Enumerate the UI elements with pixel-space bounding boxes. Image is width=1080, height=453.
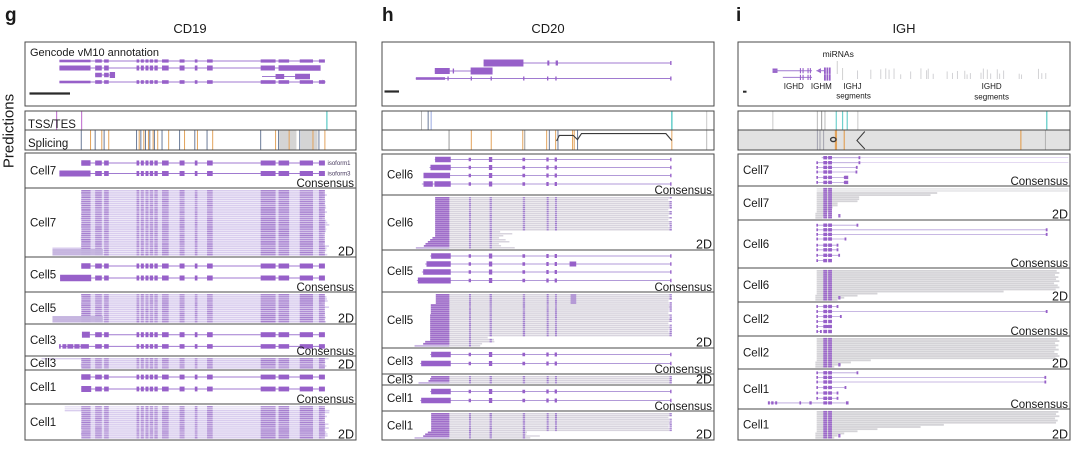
svg-text:2D: 2D xyxy=(696,373,712,387)
svg-text:Consensus: Consensus xyxy=(1010,326,1068,338)
svg-text:2D: 2D xyxy=(1052,208,1068,222)
svg-text:Cell2: Cell2 xyxy=(743,314,769,326)
svg-text:Cell1: Cell1 xyxy=(30,417,56,429)
svg-text:2D: 2D xyxy=(696,238,712,252)
svg-text:Consensus: Consensus xyxy=(1010,258,1068,270)
svg-text:Predictions: Predictions xyxy=(1,94,18,168)
svg-text:Cell1: Cell1 xyxy=(387,421,413,433)
svg-text:segments: segments xyxy=(836,92,871,101)
svg-text:2D: 2D xyxy=(1052,428,1068,442)
svg-text:2D: 2D xyxy=(338,358,354,372)
svg-text:isoform1: isoform1 xyxy=(328,161,352,167)
svg-text:CD20: CD20 xyxy=(531,21,564,36)
svg-text:2D: 2D xyxy=(338,428,354,442)
svg-text:2D: 2D xyxy=(696,428,712,442)
svg-text:i: i xyxy=(736,5,741,26)
svg-text:Cell3: Cell3 xyxy=(30,335,56,347)
svg-text:Cell6: Cell6 xyxy=(387,170,413,182)
svg-text:IGHD: IGHD xyxy=(784,82,804,91)
svg-text:Consensus: Consensus xyxy=(296,346,354,358)
svg-text:miRNAs: miRNAs xyxy=(823,49,854,59)
svg-text:Cell3: Cell3 xyxy=(387,356,413,368)
svg-text:Consensus: Consensus xyxy=(296,178,354,190)
svg-text:IGHD: IGHD xyxy=(982,82,1002,91)
svg-text:2D: 2D xyxy=(1052,357,1068,371)
svg-text:Cell5: Cell5 xyxy=(30,270,56,282)
svg-text:Consensus: Consensus xyxy=(1010,399,1068,411)
svg-text:segments: segments xyxy=(974,93,1009,102)
svg-text:Consensus: Consensus xyxy=(296,394,354,406)
svg-text:Cell7: Cell7 xyxy=(743,165,769,177)
svg-text:Consensus: Consensus xyxy=(296,282,354,294)
svg-text:g: g xyxy=(5,5,17,26)
svg-text:IGHM: IGHM xyxy=(811,82,832,91)
svg-text:Consensus: Consensus xyxy=(654,185,712,197)
svg-text:Gencode vM10 annotation: Gencode vM10 annotation xyxy=(30,47,159,59)
svg-text:Cell3: Cell3 xyxy=(30,358,56,370)
svg-text:Cell1: Cell1 xyxy=(387,393,413,405)
svg-text:Cell2: Cell2 xyxy=(743,348,769,360)
svg-text:Consensus: Consensus xyxy=(1010,176,1068,188)
svg-text:CD19: CD19 xyxy=(173,21,206,36)
svg-text:Cell7: Cell7 xyxy=(30,218,56,230)
svg-text:Cell6: Cell6 xyxy=(743,280,769,292)
svg-text:2D: 2D xyxy=(1052,290,1068,304)
svg-text:Cell6: Cell6 xyxy=(387,218,413,230)
svg-text:Cell7: Cell7 xyxy=(743,198,769,210)
svg-text:Cell5: Cell5 xyxy=(387,266,413,278)
svg-text:IGH: IGH xyxy=(892,21,915,36)
svg-text:Cell1: Cell1 xyxy=(743,420,769,432)
svg-text:isoform3: isoform3 xyxy=(328,172,352,178)
svg-text:Cell7: Cell7 xyxy=(30,166,56,178)
svg-text:2D: 2D xyxy=(338,312,354,326)
svg-text:Consensus: Consensus xyxy=(654,282,712,294)
svg-text:2D: 2D xyxy=(338,245,354,259)
svg-text:Cell5: Cell5 xyxy=(30,303,56,315)
svg-text:Cell1: Cell1 xyxy=(30,382,56,394)
svg-text:Consensus: Consensus xyxy=(654,364,712,376)
svg-text:Consensus: Consensus xyxy=(654,401,712,413)
svg-text:Cell1: Cell1 xyxy=(743,384,769,396)
svg-text:IGHJ: IGHJ xyxy=(843,82,861,91)
svg-text:2D: 2D xyxy=(696,336,712,350)
svg-text:h: h xyxy=(382,5,394,26)
svg-text:Cell5: Cell5 xyxy=(387,315,413,327)
svg-text:Cell3: Cell3 xyxy=(387,375,413,387)
svg-text:Cell6: Cell6 xyxy=(743,239,769,251)
svg-text:Splicing: Splicing xyxy=(28,138,68,150)
svg-text:TSS/TES: TSS/TES xyxy=(28,119,76,131)
